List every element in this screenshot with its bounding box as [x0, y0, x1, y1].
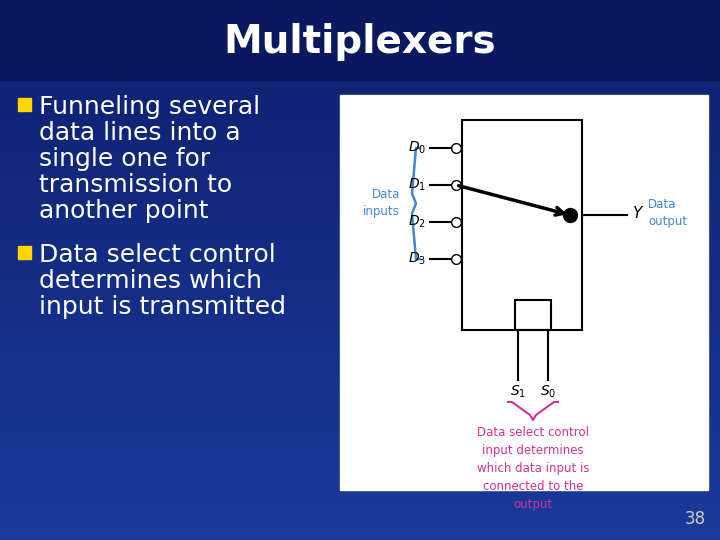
Bar [0, 126, 720, 135]
Bar [462, 120, 582, 330]
Text: Data select control: Data select control [39, 243, 276, 267]
Text: Data
output: Data output [648, 198, 687, 228]
Bar [0, 216, 720, 225]
Bar [0, 198, 720, 207]
Bar [0, 315, 720, 324]
Bar [515, 300, 551, 330]
Text: Y: Y [632, 206, 642, 221]
Bar [0, 243, 720, 252]
Bar [0, 261, 720, 270]
Bar [0, 441, 720, 450]
Text: $D_1$: $D_1$ [408, 177, 426, 193]
Bar [18, 98, 31, 111]
Text: Data
inputs: Data inputs [364, 188, 400, 219]
Bar [0, 450, 720, 459]
Text: another point: another point [39, 199, 209, 223]
Bar [0, 495, 720, 504]
Bar [0, 171, 720, 180]
Bar [0, 90, 720, 99]
Bar [0, 432, 720, 441]
Bar [0, 45, 720, 54]
Bar [0, 333, 720, 342]
Bar [0, 387, 720, 396]
Text: single one for: single one for [39, 147, 210, 171]
Bar [0, 468, 720, 477]
Bar [0, 144, 720, 153]
Bar [0, 324, 720, 333]
Bar [0, 81, 720, 90]
Text: 38: 38 [685, 510, 706, 528]
Bar [0, 225, 720, 234]
Text: $S_0$: $S_0$ [540, 384, 556, 400]
Bar [0, 9, 720, 18]
Text: input is transmitted: input is transmitted [39, 295, 286, 319]
Bar [0, 306, 720, 315]
Bar [0, 477, 720, 486]
Bar [0, 288, 720, 297]
Bar [0, 486, 720, 495]
Bar [0, 513, 720, 522]
Bar [340, 95, 708, 490]
Text: Data select control
input determines
which data input is
connected to the
output: Data select control input determines whi… [477, 426, 589, 511]
Bar [0, 369, 720, 378]
Bar [0, 351, 720, 360]
Text: transmission to: transmission to [39, 173, 232, 197]
Text: $D_2$: $D_2$ [408, 214, 426, 230]
Bar [0, 18, 720, 27]
Text: Multiplexers: Multiplexers [224, 23, 496, 61]
Text: determines which: determines which [39, 269, 262, 293]
Bar [0, 423, 720, 432]
Bar [0, 378, 720, 387]
Bar [0, 342, 720, 351]
Bar [0, 252, 720, 261]
Bar [0, 414, 720, 423]
Bar [0, 279, 720, 288]
Text: $D_3$: $D_3$ [408, 251, 426, 267]
Bar [0, 504, 720, 513]
Bar [0, 531, 720, 540]
Bar [0, 63, 720, 72]
Bar [0, 153, 720, 162]
Text: $D_0$: $D_0$ [408, 140, 426, 156]
Bar [0, 405, 720, 414]
Bar [0, 459, 720, 468]
Text: data lines into a: data lines into a [39, 121, 240, 145]
Bar [0, 135, 720, 144]
Bar [0, 162, 720, 171]
Bar [0, 72, 720, 81]
Bar [0, 270, 720, 279]
Bar [0, 0, 720, 80]
Bar [0, 0, 720, 9]
Bar [0, 234, 720, 243]
Bar [0, 180, 720, 189]
Bar [0, 108, 720, 117]
Bar [18, 246, 31, 259]
Bar [0, 297, 720, 306]
Bar [0, 360, 720, 369]
Text: Funneling several: Funneling several [39, 95, 260, 119]
Text: $S_1$: $S_1$ [510, 384, 526, 400]
Bar [0, 99, 720, 108]
Bar [0, 522, 720, 531]
Bar [0, 54, 720, 63]
Bar [0, 27, 720, 36]
Bar [0, 189, 720, 198]
Bar [0, 207, 720, 216]
Bar [0, 396, 720, 405]
Bar [0, 36, 720, 45]
Bar [0, 117, 720, 126]
